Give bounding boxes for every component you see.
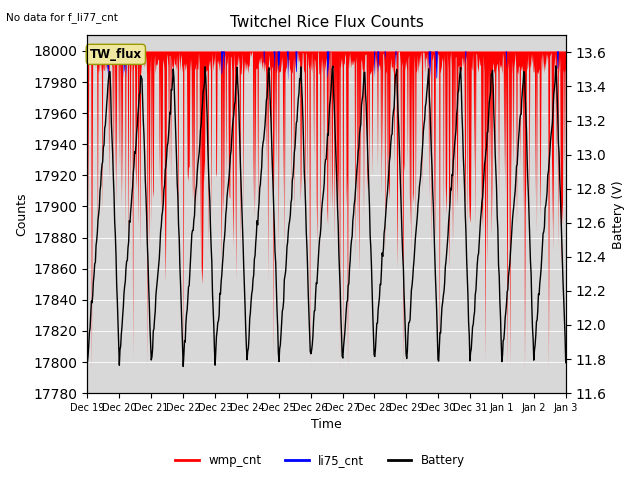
Text: TW_flux: TW_flux: [90, 48, 142, 61]
Legend: wmp_cnt, li75_cnt, Battery: wmp_cnt, li75_cnt, Battery: [170, 449, 470, 472]
Y-axis label: Battery (V): Battery (V): [612, 180, 625, 249]
X-axis label: Time: Time: [311, 419, 342, 432]
Title: Twitchel Rice Flux Counts: Twitchel Rice Flux Counts: [230, 15, 424, 30]
Text: No data for f_li77_cnt: No data for f_li77_cnt: [6, 12, 118, 23]
Y-axis label: Counts: Counts: [15, 192, 28, 236]
